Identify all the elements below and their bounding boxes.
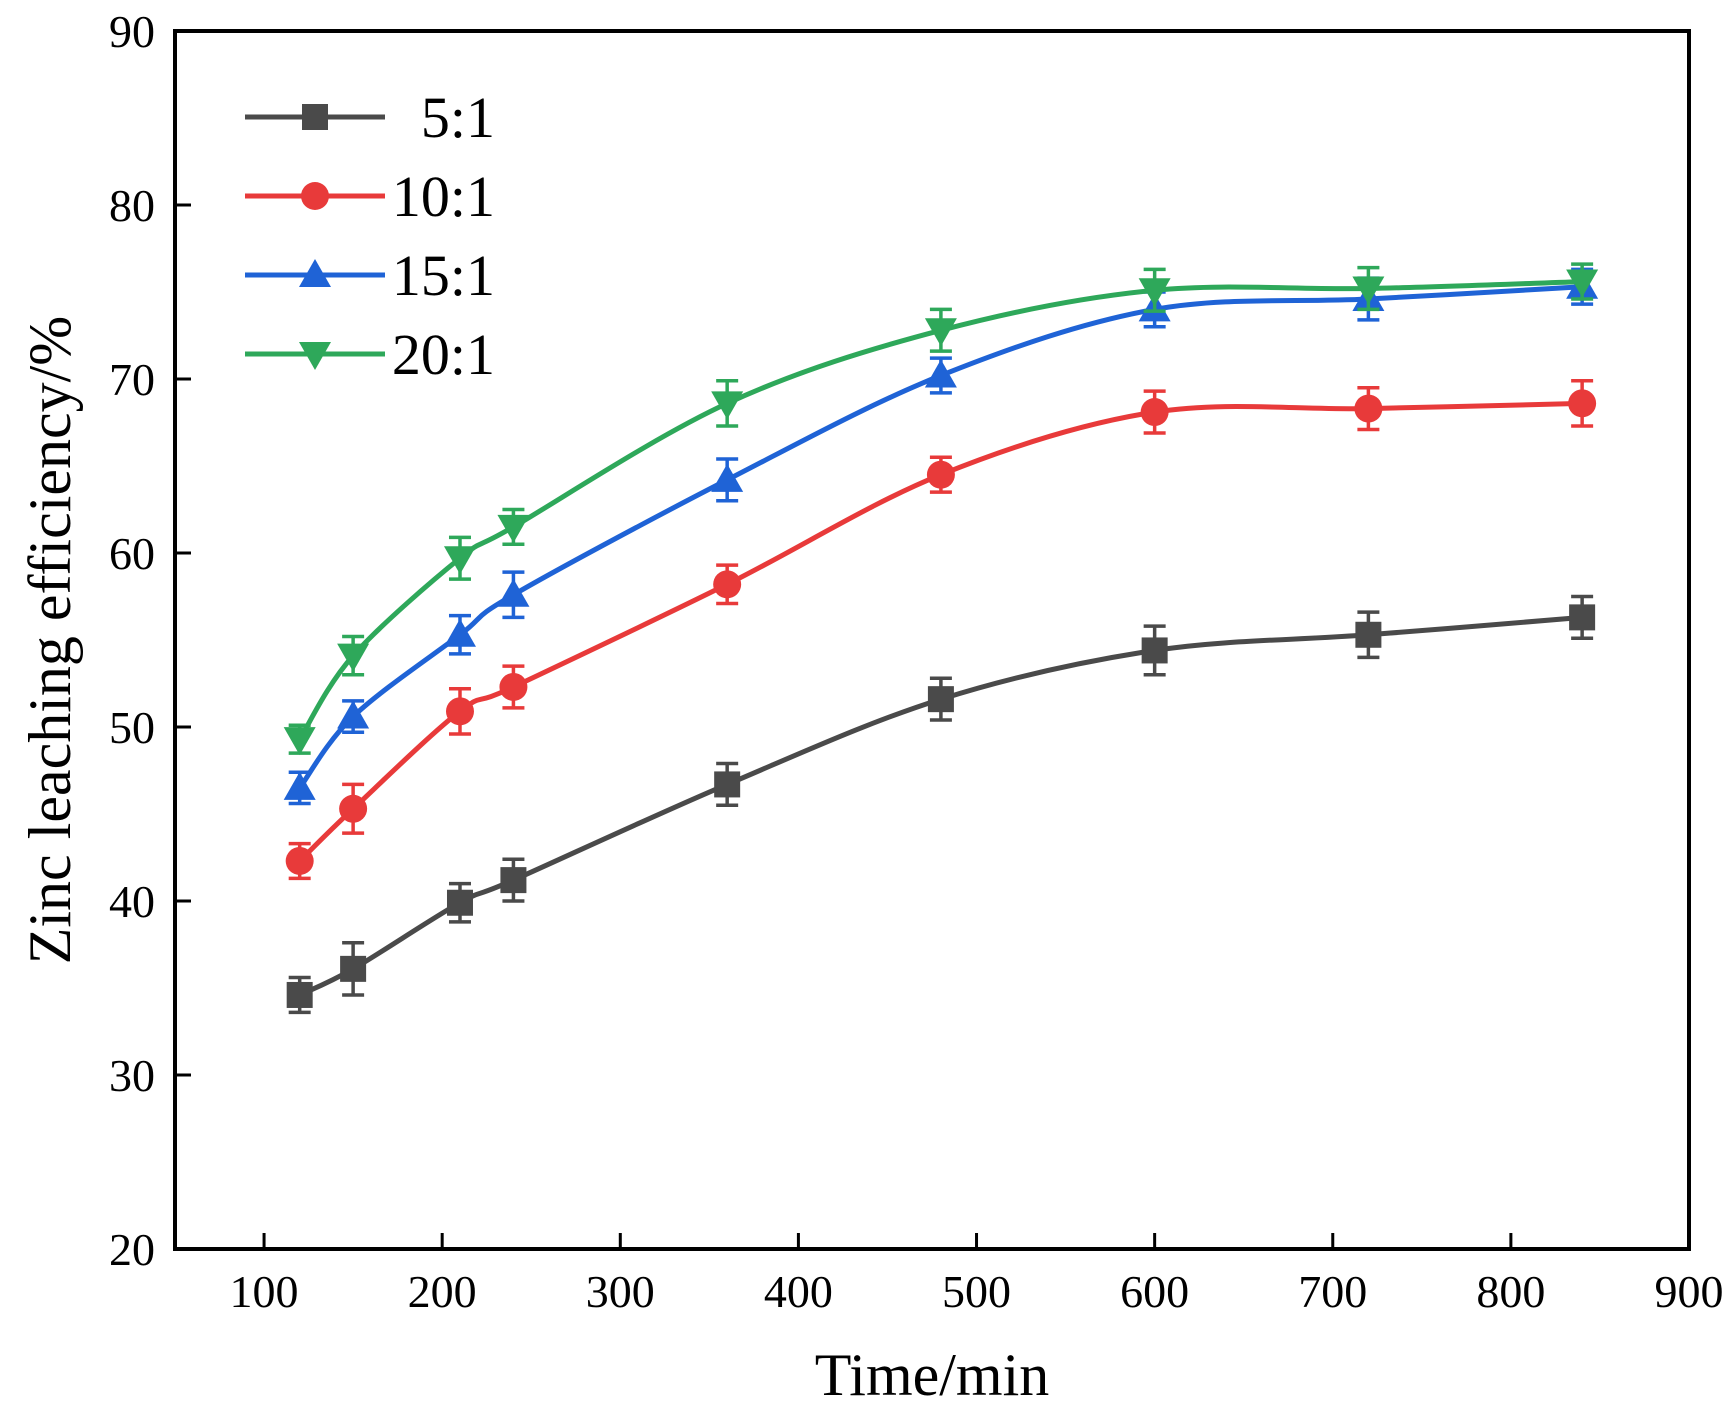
series-20-1 <box>283 262 1599 756</box>
series-layer <box>283 262 1599 1015</box>
data-point-5-1 <box>340 955 367 982</box>
x-tick-label: 100 <box>230 1266 299 1317</box>
data-point-5-1 <box>927 686 954 713</box>
x-tick-label: 400 <box>764 1266 833 1317</box>
x-tick-label: 300 <box>586 1266 655 1317</box>
data-point-15-1 <box>443 618 476 647</box>
series-line-20-1 <box>297 279 1583 741</box>
data-point-10-1 <box>926 460 955 489</box>
data-point-15-1 <box>283 771 316 800</box>
legend-marker-15-1 <box>299 259 331 287</box>
data-point-5-1 <box>714 771 741 798</box>
data-point-20-1 <box>337 643 370 672</box>
data-point-15-1 <box>924 359 957 388</box>
data-point-20-1 <box>1352 276 1385 305</box>
data-point-20-1 <box>497 514 530 543</box>
x-axis-title: Time/min <box>815 1342 1050 1408</box>
legend-label-20-1: 20:1 <box>392 322 495 387</box>
data-point-20-1 <box>443 546 476 575</box>
data-point-20-1 <box>1138 278 1171 307</box>
data-point-10-1 <box>499 672 528 701</box>
y-tick-label: 90 <box>109 6 155 57</box>
data-point-10-1 <box>1354 394 1383 423</box>
data-point-20-1 <box>1566 269 1599 298</box>
data-point-5-1 <box>1141 637 1168 664</box>
data-point-15-1 <box>337 700 370 729</box>
data-point-15-1 <box>711 463 744 492</box>
series-5-1 <box>286 594 1596 1015</box>
y-tick-label: 70 <box>109 354 155 405</box>
data-point-10-1 <box>1140 398 1169 427</box>
x-tick-label: 600 <box>1120 1266 1189 1317</box>
series-line-10-1 <box>297 400 1583 863</box>
data-point-10-1 <box>713 570 742 599</box>
data-point-15-1 <box>497 578 530 607</box>
y-axis-title: Zinc leaching efficiency/% <box>17 316 83 965</box>
legend-marker-10-1 <box>301 182 329 210</box>
data-point-10-1 <box>445 697 474 726</box>
x-tick-label: 700 <box>1298 1266 1367 1317</box>
legend-marker-5-1 <box>302 104 328 130</box>
data-point-10-1 <box>339 794 368 823</box>
x-tick-label: 200 <box>408 1266 477 1317</box>
series-line-5-1 <box>298 614 1583 998</box>
y-tick-label: 80 <box>109 180 155 231</box>
series-line-15-1 <box>297 284 1583 790</box>
data-point-20-1 <box>711 391 744 420</box>
y-tick-label: 30 <box>109 1050 155 1101</box>
x-tick-label: 900 <box>1655 1266 1724 1317</box>
data-point-5-1 <box>1569 604 1596 631</box>
legend-marker-20-1 <box>299 342 331 370</box>
data-point-10-1 <box>1568 389 1597 418</box>
legend-label-15-1: 15:1 <box>392 243 495 308</box>
data-point-5-1 <box>500 867 527 894</box>
data-point-10-1 <box>285 846 314 875</box>
data-point-5-1 <box>446 889 473 916</box>
x-tick-label: 500 <box>942 1266 1011 1317</box>
y-tick-label: 40 <box>109 876 155 927</box>
legend: 5:1 10:1 15:1 20:1 <box>245 85 495 387</box>
legend-label-10-1: 10:1 <box>392 164 495 229</box>
y-tick-label: 50 <box>109 702 155 753</box>
y-tick-label: 60 <box>109 528 155 579</box>
data-point-5-1 <box>1355 621 1382 648</box>
plot-frame <box>173 29 1691 1251</box>
data-point-20-1 <box>283 727 316 756</box>
data-point-20-1 <box>924 318 957 347</box>
series-10-1 <box>285 378 1597 881</box>
y-tick-label: 20 <box>109 1224 155 1275</box>
x-tick-label: 800 <box>1476 1266 1545 1317</box>
data-point-5-1 <box>286 981 313 1008</box>
legend-label-5-1: 5:1 <box>421 85 495 150</box>
axis-layer: 100 200 300 400 500 600 700 800 900 20 30 40 50 60 70 8… <box>17 6 1724 1408</box>
